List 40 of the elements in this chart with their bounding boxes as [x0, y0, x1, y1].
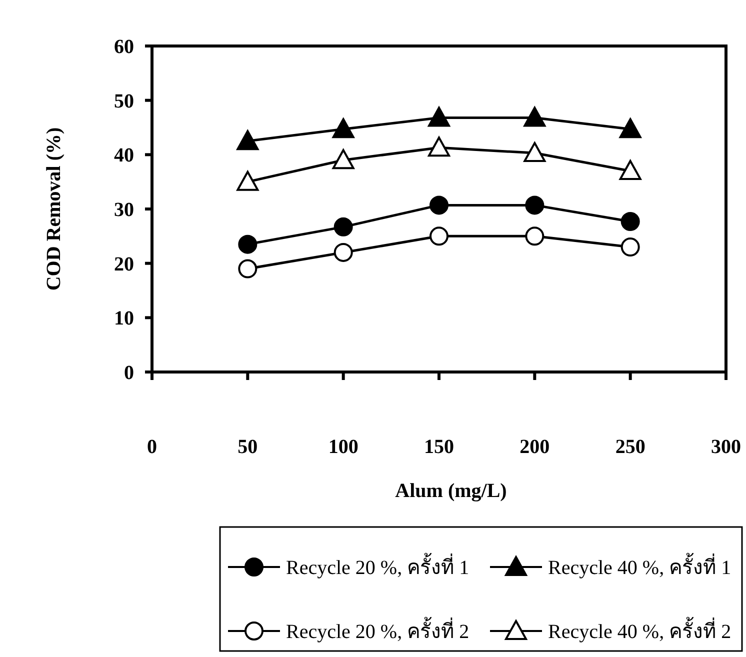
x-tick-label: 100: [328, 436, 358, 458]
y-axis-title: COD Removal (%): [43, 127, 65, 291]
point: [524, 142, 546, 162]
x-tick-label: 200: [520, 436, 550, 458]
legend-label: Recycle 20 %, ครั้งที่ 2: [286, 617, 470, 643]
point: [236, 130, 259, 150]
point: [620, 238, 640, 257]
point: [332, 149, 354, 170]
point: [430, 196, 448, 215]
point: [238, 234, 258, 254]
point: [525, 226, 544, 246]
point: [619, 160, 642, 180]
x-tick-label: 250: [615, 436, 646, 458]
point: [620, 212, 640, 231]
y-tick-label: 50: [114, 90, 134, 112]
point: [428, 106, 450, 127]
point: [238, 259, 258, 278]
point: [430, 226, 448, 246]
legend-label: Recycle 40 %, ครั้งที่ 2: [548, 617, 732, 643]
y-tick-label: 0: [124, 362, 134, 384]
point: [525, 196, 544, 215]
y-tick-label: 10: [114, 308, 134, 330]
point: [334, 242, 353, 262]
x-tick-label: 300: [711, 436, 741, 458]
legend-label: Recycle 40 %, ครั้งที่ 1: [548, 553, 732, 579]
x-tick-label: 150: [424, 436, 454, 458]
point: [524, 106, 546, 127]
y-tick-label: 40: [114, 144, 134, 167]
x-tick-label: 50: [238, 436, 258, 458]
y-tick-label: 60: [114, 36, 134, 58]
x-axis-title: Alum (mg/L): [395, 480, 507, 502]
x-tick-label: 0: [147, 436, 157, 458]
point: [334, 217, 353, 236]
point: [619, 118, 642, 138]
point: [428, 136, 450, 157]
y-tick-label: 30: [114, 199, 134, 221]
y-tick-label: 20: [114, 253, 134, 276]
legend-label: Recycle 20 %, ครั้งที่ 1: [286, 553, 470, 579]
point: [332, 118, 354, 138]
point: [236, 170, 259, 191]
